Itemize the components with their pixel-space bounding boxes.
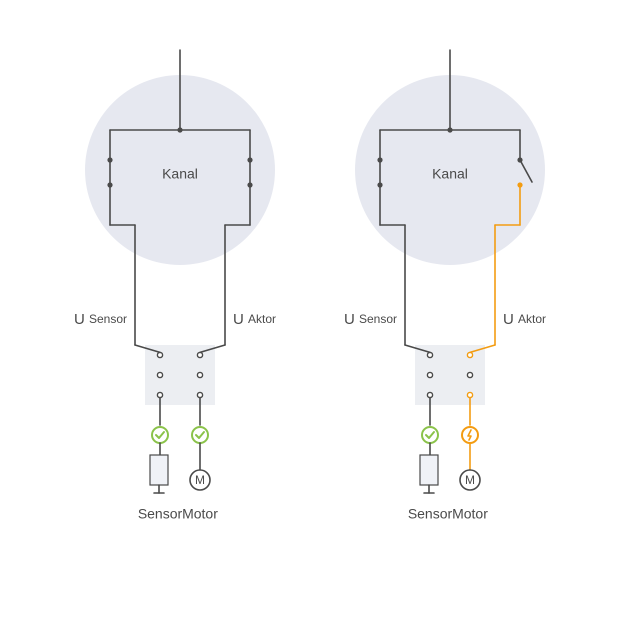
channel-label: Kanal [162,166,198,182]
motor-glyph: M [195,473,205,487]
sensor-label: Sensor [138,506,183,522]
motor-glyph: M [465,473,475,487]
u-sensor-label: U Sensor [344,311,397,328]
sensor-label: Sensor [408,506,453,522]
motor-label: Motor [452,506,488,522]
channel-label: Kanal [432,166,468,182]
u-sensor-label: U Sensor [74,311,127,328]
u-aktor-label: U Aktor [233,311,276,328]
motor-label: Motor [182,506,218,522]
u-aktor-label: U Aktor [503,311,546,328]
